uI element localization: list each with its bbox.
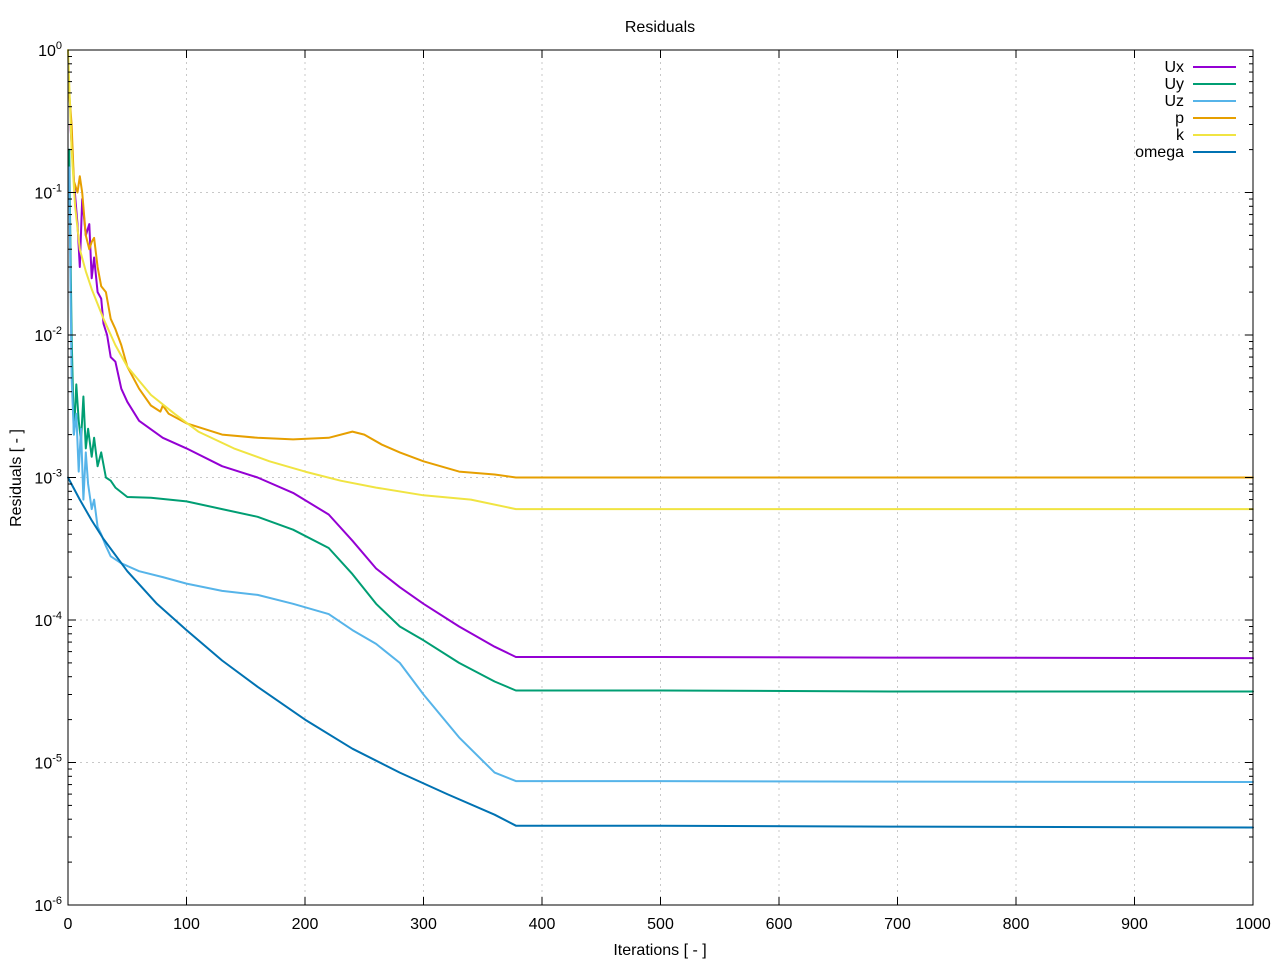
y-tick-label: 100 xyxy=(38,40,62,60)
x-tick-label: 800 xyxy=(1003,916,1030,933)
series-lines xyxy=(67,49,1254,829)
y-tick-exponent: -5 xyxy=(52,753,62,765)
legend-label-omega: omega xyxy=(1135,144,1184,161)
series-line-Ux xyxy=(69,123,1254,660)
chart-title: Residuals xyxy=(625,19,695,36)
x-tick-label: 500 xyxy=(647,916,674,933)
y-tick-base: 10 xyxy=(34,471,52,488)
y-tick-exponent: -3 xyxy=(52,468,62,480)
y-axis-label: Residuals [ - ] xyxy=(8,429,25,527)
x-tick-label: 600 xyxy=(766,916,793,933)
legend-label-p: p xyxy=(1175,110,1184,127)
x-tick-label: 300 xyxy=(410,916,437,933)
x-tick-label: 700 xyxy=(884,916,911,933)
y-tick-label: 10-1 xyxy=(34,183,62,203)
legend-label-Uy: Uy xyxy=(1164,76,1184,93)
y-tick-base: 10 xyxy=(38,43,56,60)
x-tick-label: 100 xyxy=(173,916,200,933)
y-tick-base: 10 xyxy=(34,328,52,345)
series-line-Uz xyxy=(68,166,1254,783)
y-tick-label: 10-2 xyxy=(34,325,62,345)
x-tick-label: 1000 xyxy=(1235,916,1271,933)
series-line-omega xyxy=(67,476,1254,829)
x-tick-label: 200 xyxy=(292,916,319,933)
series-line-Uy xyxy=(68,148,1254,693)
y-tick-exponent: -6 xyxy=(52,895,62,907)
y-tick-base: 10 xyxy=(34,756,52,773)
y-tick-exponent: -4 xyxy=(52,610,62,622)
x-tick-labels: 0 100 200 300 400 500 600 700 800 900 1000 xyxy=(64,916,1271,933)
y-tick-exponent: -1 xyxy=(52,183,62,195)
series-line-k xyxy=(67,49,1254,511)
y-tick-label: 10-6 xyxy=(34,895,62,915)
axis-ticks xyxy=(67,49,1254,906)
x-axis-label: Iterations [ - ] xyxy=(613,942,706,959)
y-tick-exponent: -2 xyxy=(52,325,62,337)
y-tick-exponent: 0 xyxy=(56,40,62,52)
legend-label-k: k xyxy=(1176,127,1185,144)
x-tick-label: 900 xyxy=(1121,916,1148,933)
legend-label-Ux: Ux xyxy=(1164,59,1184,76)
legend-label-Uz: Uz xyxy=(1164,93,1184,110)
y-tick-base: 10 xyxy=(34,898,52,915)
y-tick-label: 10-5 xyxy=(34,753,62,773)
x-tick-label: 400 xyxy=(529,916,556,933)
y-tick-label: 10-3 xyxy=(34,468,62,488)
y-tick-label: 10-4 xyxy=(34,610,62,630)
series-line-p xyxy=(68,91,1254,479)
x-tick-label: 0 xyxy=(64,916,73,933)
y-tick-base: 10 xyxy=(34,186,52,203)
y-tick-base: 10 xyxy=(34,613,52,630)
